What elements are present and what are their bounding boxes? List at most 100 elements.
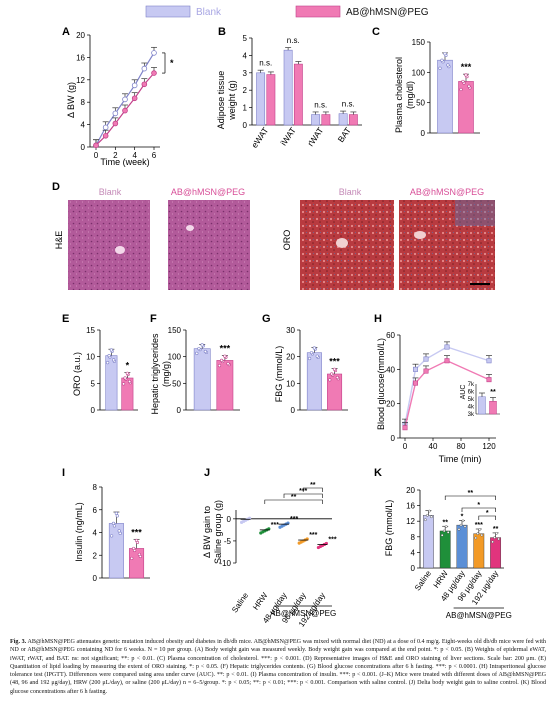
panel-G-data-point xyxy=(312,346,316,350)
panel-K-bracket xyxy=(444,495,496,500)
panel-letter-B: B xyxy=(218,26,226,38)
panel-J-bracket xyxy=(283,493,323,498)
panel-F-data-point xyxy=(226,361,230,366)
panel-D-he-label: H&E xyxy=(54,231,64,250)
panel-D-col3-label: Blank xyxy=(339,187,362,197)
panel-J-ytick-label: -5 xyxy=(224,537,232,546)
panel-B-ytick-label: 4 xyxy=(243,51,248,60)
panel-A-point xyxy=(131,82,138,89)
panel-B-bar xyxy=(321,114,331,126)
panel-C-data-point xyxy=(467,84,471,88)
panel-I-ytick-label: 4 xyxy=(93,529,98,538)
panel-B-category-label: BAT xyxy=(336,125,353,144)
panel-H-inset-ytick-label: 6k xyxy=(468,390,475,396)
panel-H-point xyxy=(444,344,450,350)
panel-B-significance: n.s. xyxy=(259,59,272,68)
oro-image-treat xyxy=(399,200,495,290)
panel-B-bar xyxy=(311,114,321,126)
panel-H-point xyxy=(423,356,429,362)
panel-B-ytick-label: 5 xyxy=(243,34,248,43)
panel-G-bar xyxy=(306,352,322,411)
panel-E-data-point xyxy=(112,358,116,362)
panel-H-ytick-label: 60 xyxy=(386,331,395,340)
panel-K-data-point xyxy=(446,531,450,534)
figure: Blank AB@hMSN@PEG A B C D E F G H I J K … xyxy=(52,5,512,629)
panel-K-data-point xyxy=(493,536,496,539)
panel-J-ytick-label: -10 xyxy=(219,559,231,568)
panel-G-ytick-label: 30 xyxy=(286,326,295,335)
panel-I-bar xyxy=(108,523,124,579)
panel-B-ytick-label: 0 xyxy=(243,121,248,130)
legend-swatch-treat xyxy=(295,5,341,18)
panel-J-point-significance: *** xyxy=(271,522,279,529)
panel-E-ytick-label: 15 xyxy=(86,326,95,335)
panel-I-significance: *** xyxy=(131,527,142,537)
panel-E-data-point xyxy=(123,376,127,380)
panel-F-data-point xyxy=(217,364,222,368)
panel-G-significance: *** xyxy=(329,357,340,367)
panel-E-ylabel: ORO (a.u.) xyxy=(72,352,82,396)
panel-K-bar-significance: *** xyxy=(475,522,483,529)
panel-A-ytick-label: 20 xyxy=(76,31,85,40)
panel-C-significance: *** xyxy=(461,62,472,72)
panel-B-ylabel-1: Adipose tissue xyxy=(216,71,226,130)
panel-J-ylabel-1: Δ BW gain to xyxy=(202,506,212,558)
panel-A-ytick-label: 16 xyxy=(76,53,85,62)
panel-I-data-point xyxy=(109,534,114,538)
panel-A-ytick-label: 4 xyxy=(81,121,86,130)
panel-K-ytick-label: 0 xyxy=(411,564,416,573)
panel-A-point xyxy=(112,110,119,117)
panel-I-data-point xyxy=(117,529,121,533)
panel-H-ytick-label: 20 xyxy=(386,400,395,409)
panel-letter-D: D xyxy=(52,181,60,193)
panel-K-data-point xyxy=(440,533,444,537)
panel-A-point xyxy=(151,70,157,76)
panel-letter-F: F xyxy=(150,313,157,325)
panel-K-bar-significance: ** xyxy=(442,519,448,526)
panel-letter-I: I xyxy=(62,467,65,479)
panel-G-ylabel: FBG (mmol/L) xyxy=(274,346,284,403)
panel-A-point xyxy=(112,120,119,127)
panel-E-data-point xyxy=(107,354,111,358)
panel-K-ytick-label: 8 xyxy=(411,533,416,542)
panel-letter-J: J xyxy=(204,467,210,479)
panel-J-category-label: HRW xyxy=(251,591,270,612)
panel-G-data-point xyxy=(328,378,332,382)
oro-vessel xyxy=(336,238,348,248)
panel-J-point-significance: *** xyxy=(290,516,298,523)
figure-caption: Fig. 3. AB@hMSN@PEG attenuates genetic m… xyxy=(10,638,546,696)
panel-J-bracket xyxy=(264,499,323,504)
panel-H-inset-ytick-label: 4k xyxy=(468,405,475,411)
panel-J-category-label: Saline xyxy=(230,591,250,615)
panel-letter-C: C xyxy=(372,26,380,38)
panel-G-data-point xyxy=(315,354,319,358)
he-image-blank xyxy=(68,200,150,290)
panel-K-data-point xyxy=(428,509,431,513)
legend-swatch-blank xyxy=(145,5,191,18)
panel-A-ytick-label: 0 xyxy=(81,143,86,152)
panel-G-data-point xyxy=(330,372,334,376)
panel-K-data-point xyxy=(478,528,482,531)
panel-B-category-label: rWAT xyxy=(305,125,325,148)
panel-E-ytick-label: 10 xyxy=(86,353,95,362)
panel-K-data-point xyxy=(457,528,461,531)
panel-F-ytick-label: 100 xyxy=(168,353,182,362)
panel-H-point xyxy=(444,358,450,364)
panel-I-data-point xyxy=(134,538,139,543)
panel-I-data-point xyxy=(130,556,134,561)
panel-H-xtick-label: 40 xyxy=(429,442,438,451)
panel-K-category-label: Saline xyxy=(413,569,433,593)
panel-B-category-label: eWAT xyxy=(249,125,270,149)
panel-H-inset-ytick-label: 5k xyxy=(468,397,475,403)
panel-H-xtick-label: 80 xyxy=(457,442,466,451)
panel-E-data-point xyxy=(109,348,113,352)
panel-J-point-significance: *** xyxy=(328,536,336,543)
panel-C-data-point xyxy=(459,87,463,92)
panel-H-inset-significance: ** xyxy=(490,389,496,396)
oro-blue-region xyxy=(455,200,495,226)
panel-I-ytick-label: 6 xyxy=(93,506,98,515)
legend-label-treat: AB@hMSN@PEG xyxy=(346,7,429,18)
panel-E-ytick-label: 5 xyxy=(91,379,96,388)
panel-H-xtick-label: 0 xyxy=(403,442,408,451)
panel-D: Blank AB@hMSN@PEG Blank AB@hMSN@PEG H&E … xyxy=(54,187,495,290)
